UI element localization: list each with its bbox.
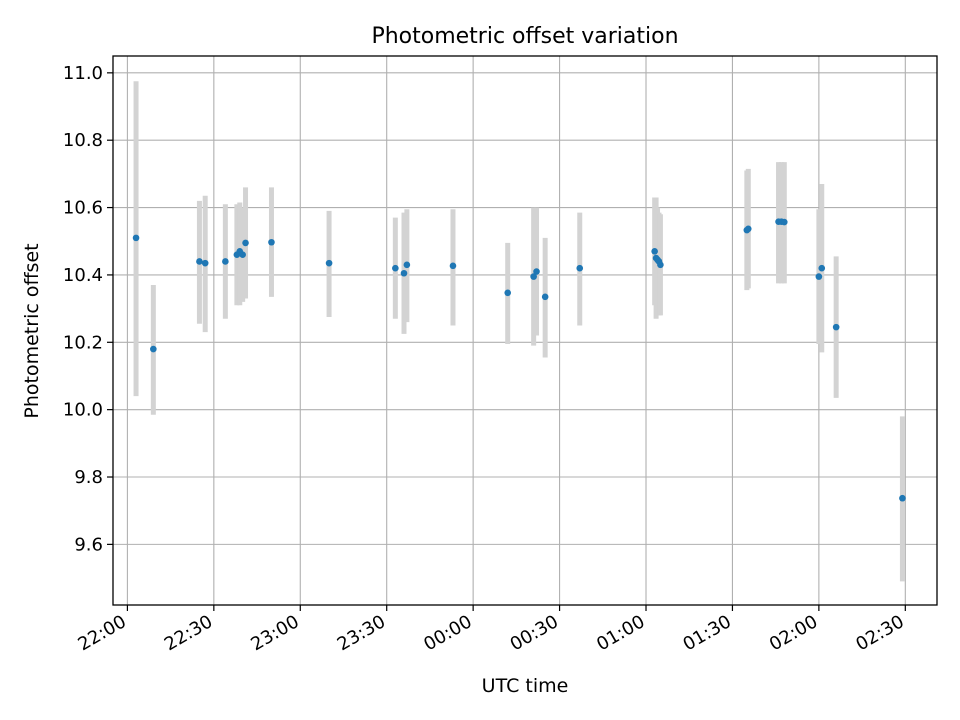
data-point [781,218,788,226]
x-axis-label: UTC time [482,675,569,697]
data-point [196,258,203,265]
y-tick-label: 10.0 [63,400,103,421]
data-point [657,261,664,269]
y-tick-label: 10.8 [63,130,103,151]
y-tick-label: 10.2 [63,332,103,353]
y-axis-label: Photometric offset [21,243,43,418]
data-point [449,262,457,270]
data-point [530,273,537,280]
data-point [222,258,229,265]
data-point [239,251,246,259]
data-point [899,494,906,502]
data-point [533,268,540,275]
data-point [325,259,333,267]
y-tick-label: 9.8 [74,467,103,488]
grid-lines [113,56,937,605]
y-axis-ticks: 9.6 9.8 10.0 10.2 10.4 10.6 10.8 11.0 [63,63,113,555]
y-tick-label: 10.6 [63,198,103,219]
data-point [268,238,275,246]
data-point [815,273,823,280]
plot-frame [112,55,938,606]
data-point [132,234,140,242]
y-tick-label: 9.6 [74,534,103,555]
data-point [504,289,512,297]
data-point [818,264,826,272]
chart-title: Photometric offset variation [371,24,678,49]
data-point [392,264,399,272]
data-point [541,293,549,301]
data-point [150,345,157,353]
data-point [400,269,408,277]
data-point [651,248,658,255]
data-point [744,225,752,233]
data-point [832,323,840,331]
y-tick-label: 10.4 [63,265,103,286]
data-points [132,218,906,502]
data-point [201,259,209,267]
data-point [403,261,411,269]
y-tick-label: 11.0 [63,63,103,84]
data-point [242,239,249,247]
data-point [576,264,584,272]
